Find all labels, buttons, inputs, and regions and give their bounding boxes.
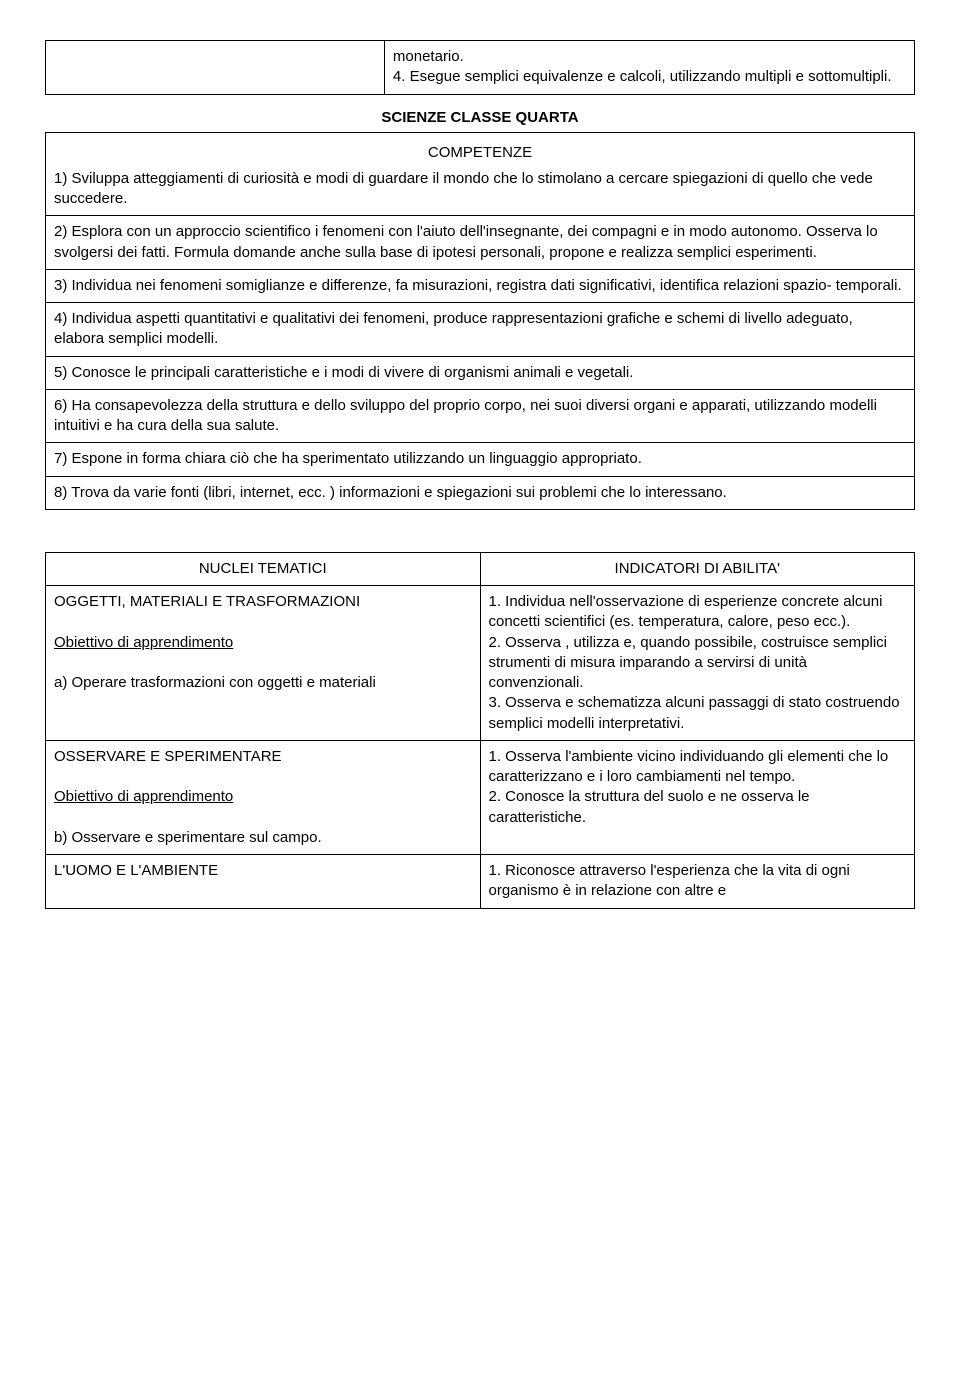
competenze-item: 4) Individua aspetti quantitativi e qual… bbox=[46, 303, 915, 357]
nuclei-cell-right: 1. Individua nell'osservazione di esperi… bbox=[480, 586, 915, 741]
nucleo-title: OGGETTI, MATERIALI E TRASFORMAZIONI bbox=[54, 592, 472, 612]
competenze-item: 2) Esplora con un approccio scientifico … bbox=[46, 216, 915, 270]
obiettivo-label: Obiettivo di apprendimento bbox=[54, 633, 472, 653]
nucleo-title: L'UOMO E L'AMBIENTE bbox=[54, 861, 472, 881]
competenze-table: COMPETENZE 1) Sviluppa atteggiamenti di … bbox=[45, 132, 915, 510]
nuclei-cell-left: OGGETTI, MATERIALI E TRASFORMAZIONI Obie… bbox=[46, 586, 481, 741]
section-title: SCIENZE CLASSE QUARTA bbox=[45, 109, 915, 126]
nuclei-cell-right: 1. Riconosce attraverso l'esperienza che… bbox=[480, 855, 915, 909]
competenze-item: 1) Sviluppa atteggiamenti di curiosità e… bbox=[54, 169, 906, 210]
competenze-header: COMPETENZE 1) Sviluppa atteggiamenti di … bbox=[46, 132, 915, 216]
nucleo-title: OSSERVARE E SPERIMENTARE bbox=[54, 747, 472, 767]
obiettivo-body: b) Osservare e sperimentare sul campo. bbox=[54, 828, 472, 848]
nuclei-cell-right: 1. Osserva l'ambiente vicino individuand… bbox=[480, 740, 915, 854]
competenze-item: 3) Individua nei fenomeni somiglianze e … bbox=[46, 269, 915, 302]
top-right-cell: monetario. 4. Esegue semplici equivalenz… bbox=[384, 41, 914, 95]
competenze-item: 5) Conosce le principali caratteristiche… bbox=[46, 356, 915, 389]
obiettivo-body: a) Operare trasformazioni con oggetti e … bbox=[54, 673, 472, 693]
obiettivo-label: Obiettivo di apprendimento bbox=[54, 787, 472, 807]
nuclei-header-left: NUCLEI TEMATICI bbox=[46, 552, 481, 585]
top-left-cell bbox=[46, 41, 385, 95]
nuclei-table: NUCLEI TEMATICI INDICATORI DI ABILITA' O… bbox=[45, 552, 915, 909]
competenze-item: 8) Trova da varie fonti (libri, internet… bbox=[46, 476, 915, 509]
competenze-item: 6) Ha consapevolezza della struttura e d… bbox=[46, 389, 915, 443]
nuclei-cell-left: L'UOMO E L'AMBIENTE bbox=[46, 855, 481, 909]
top-fragment-table: monetario. 4. Esegue semplici equivalenz… bbox=[45, 40, 915, 95]
nuclei-header-right: INDICATORI DI ABILITA' bbox=[480, 552, 915, 585]
nuclei-cell-left: OSSERVARE E SPERIMENTARE Obiettivo di ap… bbox=[46, 740, 481, 854]
competenze-label: COMPETENZE bbox=[54, 143, 906, 163]
competenze-item: 7) Espone in forma chiara ciò che ha spe… bbox=[46, 443, 915, 476]
